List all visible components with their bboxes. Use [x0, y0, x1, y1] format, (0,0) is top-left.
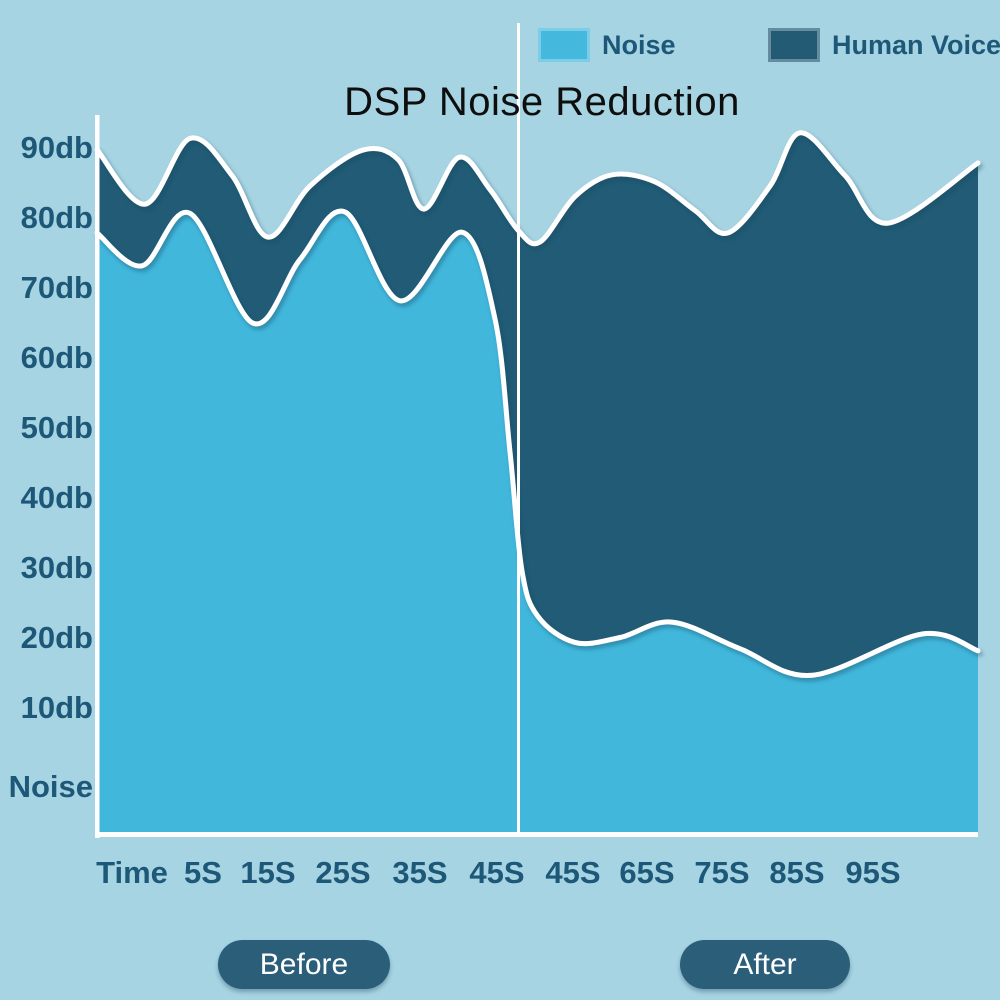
y-axis-tick: 20db — [20, 620, 93, 655]
y-axis-tick: 10db — [20, 690, 93, 725]
human-voice-curve — [94, 130, 981, 247]
human-voice-swatch-icon — [768, 28, 820, 62]
y-axis-tick: 80db — [20, 200, 93, 235]
before-after-divider-line — [517, 23, 520, 837]
legend-label-human-voice: Human Voice — [832, 29, 1000, 60]
x-axis-tick: 45S — [469, 855, 525, 890]
x-axis-tick: 45S — [545, 855, 601, 890]
x-axis-tick: 5S — [184, 855, 222, 890]
x-axis-label: Time — [96, 855, 168, 890]
y-axis-tick: 70db — [20, 270, 93, 305]
x-axis-tick: 25S — [315, 855, 371, 890]
y-axis-tick: 30db — [20, 550, 93, 585]
x-axis-line — [95, 832, 978, 837]
legend-label-noise: Noise — [602, 29, 676, 60]
noise-swatch-icon — [538, 28, 590, 62]
chart-title: DSP Noise Reduction — [344, 80, 740, 124]
legend-item-human-voice: Human Voice — [768, 28, 1000, 62]
x-axis-tick: 95S — [845, 855, 901, 890]
noise-area — [97, 211, 978, 835]
x-axis-tick: 85S — [769, 855, 825, 890]
y-axis-tick: 50db — [20, 410, 93, 445]
y-axis-line — [95, 115, 100, 838]
x-axis-tick: 75S — [694, 855, 750, 890]
x-axis-tick: 65S — [619, 855, 675, 890]
y-axis-tick: 40db — [20, 480, 93, 515]
y-axis-tick: 90db — [20, 130, 93, 165]
x-axis-tick: 35S — [392, 855, 448, 890]
noise-curve — [94, 208, 981, 678]
x-axis-tick: 15S — [240, 855, 296, 890]
before-button[interactable]: Before — [218, 940, 390, 989]
y-axis-label: Noise — [8, 769, 93, 804]
legend-item-noise: Noise — [538, 28, 676, 62]
y-axis-tick: 60db — [20, 340, 93, 375]
after-button[interactable]: After — [680, 940, 850, 989]
